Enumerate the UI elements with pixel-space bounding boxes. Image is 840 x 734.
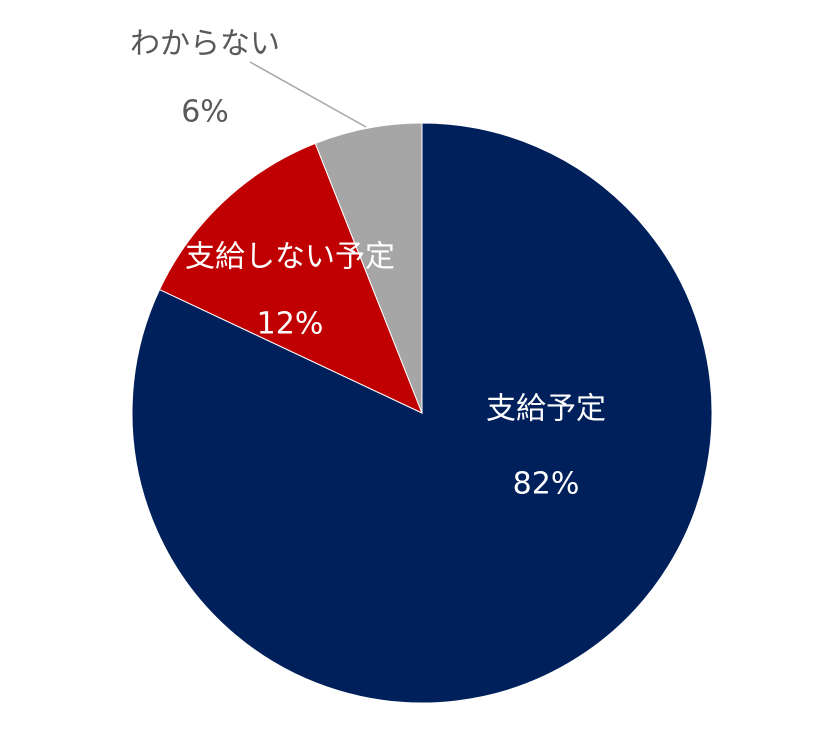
slice-value-label: 12%	[257, 307, 324, 342]
pie-slice	[158, 142, 423, 414]
slice-value-label: 82%	[513, 467, 580, 502]
leader-line	[249, 61, 367, 128]
slice-value-label: 6%	[181, 95, 229, 130]
pie-slice	[131, 122, 713, 704]
slice-category-label: 支給予定	[486, 392, 606, 427]
slice-category-label: 支給しない予定	[185, 240, 395, 275]
slice-category-label: わからない	[130, 27, 280, 62]
pie-slice	[314, 122, 423, 414]
